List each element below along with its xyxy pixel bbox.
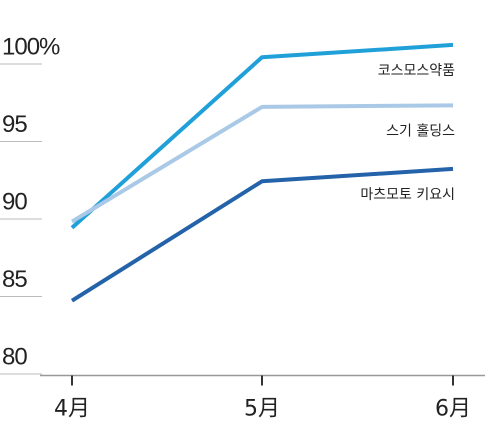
y-tick-label: 100%	[2, 33, 60, 60]
x-tick-label: 6月	[435, 397, 471, 422]
series-line	[70, 103, 454, 224]
x-tick-label: 4月	[54, 397, 90, 422]
x-tick-label: 5月	[244, 397, 280, 422]
y-tick-label: 90	[2, 188, 27, 215]
y-tick-label: 85	[2, 266, 27, 293]
series-label: 코스모스약품	[378, 63, 455, 79]
series-label: 마츠모토 키요시	[360, 187, 455, 203]
series-line	[70, 166, 454, 303]
series-line	[70, 42, 454, 230]
y-tick-label: 95	[2, 111, 27, 138]
series-label: 스기 홀딩스	[386, 123, 455, 139]
y-tick-label: 80	[2, 343, 27, 370]
